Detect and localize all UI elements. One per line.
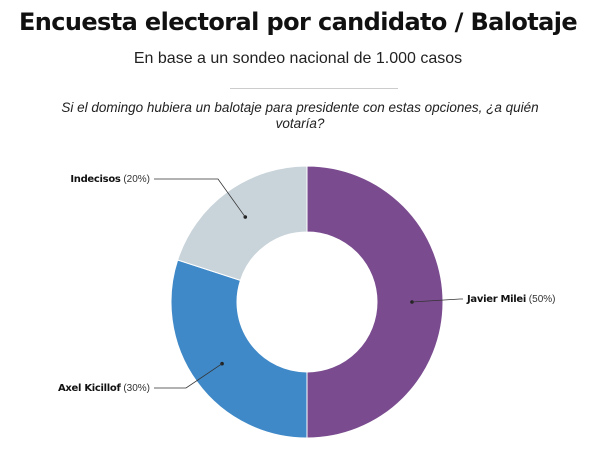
divider: [230, 88, 398, 89]
slice-indecisos[interactable]: [177, 165, 308, 281]
leader-line: [154, 178, 246, 218]
slice-label: Axel Kicillof (30%): [58, 383, 150, 394]
slice-label-value: (20%): [121, 174, 150, 185]
leader-line: [411, 298, 463, 303]
slice-label-name: Axel Kicillof: [58, 383, 122, 394]
slice-label-name: Indecisos: [70, 174, 121, 185]
survey-question: Si el domingo hubiera un balotaje para p…: [61, 100, 539, 131]
slice-label-value: (50%): [526, 294, 555, 305]
slice-label: Javier Milei (50%): [466, 294, 555, 305]
chart-subtitle: En base a un sondeo nacional de 1.000 ca…: [133, 50, 463, 67]
slice-axel-kicillof[interactable]: [170, 259, 308, 439]
chart-title: Encuesta electoral por candidato / Balot…: [18, 8, 578, 36]
slice-label-value: (30%): [121, 383, 150, 394]
slice-javier-milei[interactable]: [306, 165, 444, 439]
leader-line: [154, 363, 223, 389]
slice-label: Indecisos (20%): [70, 174, 150, 185]
slice-label-name: Javier Milei: [466, 294, 526, 305]
